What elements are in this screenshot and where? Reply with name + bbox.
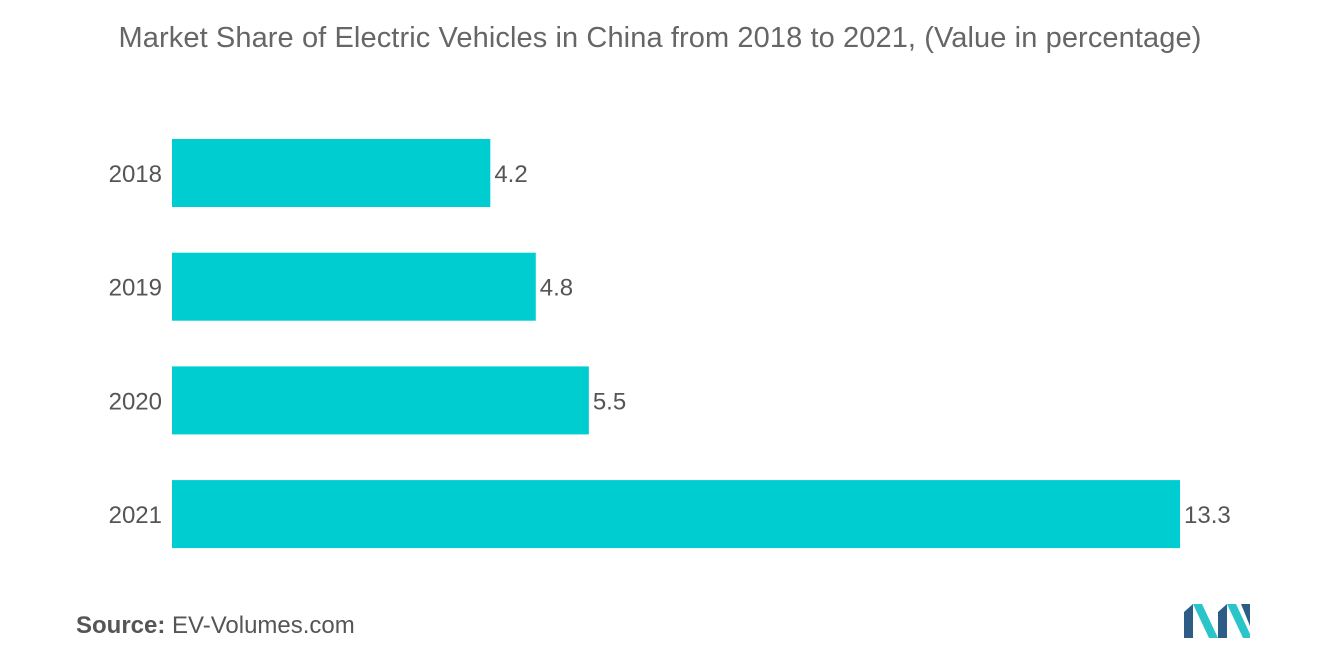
source-text: EV-Volumes.com: [172, 612, 355, 639]
chart-title: Market Share of Electric Vehicles in Chi…: [118, 22, 1202, 54]
bar-2018: [172, 139, 491, 207]
category-label-2021: 2021: [109, 502, 162, 529]
data-label-2021: 13.3: [1184, 502, 1231, 529]
brand-logo-icon: [1184, 604, 1250, 638]
data-label-2019: 4.8: [540, 275, 573, 302]
category-label-2019: 2019: [109, 275, 162, 302]
logo-diagonal-2: [1227, 604, 1250, 638]
data-label-2018: 4.2: [494, 161, 527, 188]
source-note: Source: EV-Volumes.com: [76, 612, 355, 640]
bars-group: 2018 4.2 2019 4.8 2020 5.5 2021 13.3: [109, 139, 1231, 549]
logo-mid-stroke: [1218, 604, 1227, 638]
category-label-2018: 2018: [109, 161, 162, 188]
data-label-2020: 5.5: [593, 388, 626, 415]
bar-2021: [172, 480, 1180, 549]
bar-chart: 2018 4.2 2019 4.8 2020 5.5 2021 13.3: [109, 139, 1231, 549]
bar-2019: [172, 252, 536, 321]
logo-right-stroke: [1241, 604, 1250, 626]
source-label: Source:: [76, 612, 166, 639]
category-label-2020: 2020: [109, 388, 162, 415]
logo-left-stroke: [1184, 604, 1193, 638]
bar-2020: [172, 366, 589, 435]
logo-diagonal-1: [1193, 604, 1218, 638]
